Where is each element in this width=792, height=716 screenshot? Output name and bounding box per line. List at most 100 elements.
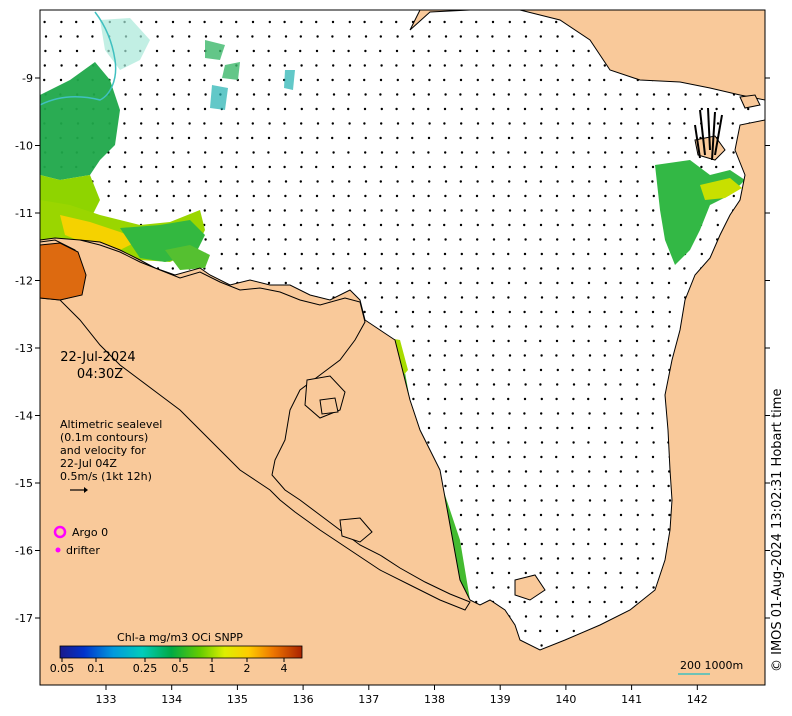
velocity-arrow xyxy=(523,78,526,82)
velocity-arrow xyxy=(411,310,415,314)
velocity-arrow xyxy=(652,354,655,357)
velocity-arrow xyxy=(508,470,511,473)
velocity-arrow xyxy=(427,339,430,343)
velocity-arrow xyxy=(411,165,415,169)
velocity-arrow xyxy=(267,107,270,111)
velocity-arrow xyxy=(283,107,287,111)
velocity-arrow xyxy=(523,310,526,314)
velocity-arrow xyxy=(475,165,478,169)
velocity-arrow xyxy=(539,368,543,372)
velocity-arrow xyxy=(635,484,639,488)
velocity-arrow xyxy=(507,136,511,140)
velocity-arrow xyxy=(556,180,559,183)
velocity-arrow xyxy=(459,93,462,96)
velocity-arrow xyxy=(540,107,543,111)
velocity-arrow xyxy=(475,107,478,111)
velocity-arrow xyxy=(267,252,270,256)
velocity-arrow xyxy=(555,310,558,314)
velocity-arrow xyxy=(267,136,271,140)
velocity-arrow xyxy=(411,180,414,183)
velocity-arrow xyxy=(411,325,414,328)
velocity-arrow xyxy=(604,180,608,183)
velocity-arrow xyxy=(524,484,527,488)
velocity-arrow xyxy=(459,78,463,82)
velocity-arrow xyxy=(667,296,670,299)
velocity-arrow xyxy=(540,267,543,270)
velocity-arrow xyxy=(443,165,446,169)
velocity-arrow xyxy=(459,194,462,198)
velocity-arrow xyxy=(603,64,606,67)
velocity-arrow xyxy=(187,107,190,111)
velocity-arrow xyxy=(620,600,623,604)
velocity-arrow xyxy=(412,93,416,96)
velocity-arrow xyxy=(347,252,350,256)
velocity-arrow xyxy=(604,426,607,430)
scale-bar-label: 200 1000m xyxy=(680,659,743,672)
velocity-arrow xyxy=(556,528,559,531)
drifter-label: drifter xyxy=(66,544,100,557)
velocity-arrow xyxy=(60,20,63,24)
velocity-arrow xyxy=(252,209,255,212)
velocity-arrow xyxy=(603,310,606,314)
velocity-arrow xyxy=(604,238,607,241)
velocity-arrow xyxy=(572,194,575,198)
velocity-arrow xyxy=(172,93,176,96)
velocity-arrow xyxy=(460,397,463,401)
velocity-arrow xyxy=(411,122,414,125)
drifter-icon xyxy=(55,547,61,553)
velocity-arrow xyxy=(540,499,543,502)
velocity-arrow xyxy=(699,93,702,96)
velocity-arrow xyxy=(636,571,639,575)
velocity-arrow xyxy=(540,151,544,154)
velocity-arrow xyxy=(507,49,510,53)
velocity-arrow xyxy=(348,209,352,212)
velocity-arrow xyxy=(508,122,511,125)
velocity-arrow xyxy=(620,122,623,125)
velocity-arrow xyxy=(444,325,448,328)
velocity-arrow xyxy=(587,586,590,589)
velocity-arrow xyxy=(347,238,350,241)
velocity-arrow xyxy=(604,484,607,488)
velocity-arrow xyxy=(636,513,639,517)
colorbar-tick-label: 0.1 xyxy=(87,662,105,675)
velocity-arrow xyxy=(332,107,335,111)
velocity-arrow xyxy=(571,470,574,473)
velocity-arrow xyxy=(348,78,351,82)
velocity-arrow xyxy=(219,78,223,82)
velocity-arrow xyxy=(571,78,574,82)
velocity-arrow xyxy=(747,107,750,111)
velocity-arrow xyxy=(139,136,142,140)
velocity-arrow xyxy=(235,252,238,256)
velocity-arrow xyxy=(652,586,655,589)
velocity-arrow xyxy=(603,557,606,560)
velocity-arrow xyxy=(635,586,638,589)
velocity-arrow xyxy=(316,136,319,140)
velocity-arrow xyxy=(492,252,495,256)
velocity-arrow xyxy=(476,93,479,96)
velocity-arrow xyxy=(412,238,416,241)
velocity-arrow xyxy=(44,35,48,38)
velocity-arrow xyxy=(651,165,655,169)
velocity-arrow xyxy=(380,165,383,169)
velocity-arrow xyxy=(460,252,463,256)
velocity-arrow xyxy=(380,20,383,24)
velocity-arrow xyxy=(555,586,558,589)
velocity-arrow xyxy=(572,542,575,546)
velocity-arrow xyxy=(443,78,446,82)
velocity-arrow xyxy=(603,368,606,372)
velocity-arrow xyxy=(316,122,320,125)
lon-tick-label: 135 xyxy=(227,693,248,706)
velocity-arrow xyxy=(523,499,526,502)
altimetry-line-5: 0.5m/s (1kt 12h) xyxy=(60,470,152,483)
velocity-arrow xyxy=(603,354,606,357)
velocity-arrow xyxy=(396,136,399,140)
velocity-arrow xyxy=(363,122,366,125)
colorbar-tick-label: 1 xyxy=(209,662,216,675)
velocity-arrow xyxy=(619,180,622,183)
velocity-arrow xyxy=(524,49,527,53)
velocity-arrow xyxy=(316,281,319,285)
velocity-arrow xyxy=(427,296,430,299)
velocity-arrow xyxy=(652,107,655,111)
velocity-arrow xyxy=(332,49,335,53)
velocity-arrow xyxy=(188,209,192,212)
